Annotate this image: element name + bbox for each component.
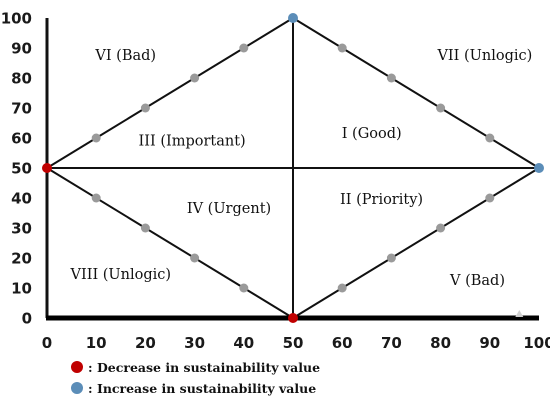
diamond-lower-left-line [46,167,294,319]
y-tick-label: 20 [11,250,32,268]
legend-label: : Decrease in sustainability value [88,360,320,375]
x-tick-label: 90 [479,334,500,352]
x-tick-label: 70 [381,334,402,352]
gray-point [337,283,347,293]
region-label: VI (Bad) [94,48,156,64]
y-tick-label: 0 [22,310,32,328]
gray-point [337,43,347,53]
gray-point [485,193,495,203]
gray-point [386,73,396,83]
region-label: IV (Urgent) [187,201,271,217]
region-label: I (Good) [342,126,402,142]
decrease-point [288,313,298,323]
diamond-lines [46,17,540,319]
tick-labels: 0 10 20 30 40 50 60 70 80 90 100 0 10 20 30 40 50 60 70 80 9… [1,10,550,353]
x-tick-label: 100 [523,334,550,352]
gray-point [239,43,249,53]
x-tick-label: 30 [184,334,205,352]
gray-point [140,223,150,233]
region-label: VIII (Unlogic) [70,267,172,283]
diamond-lower-right-line [292,167,540,319]
x-tick-label: 60 [332,334,353,352]
legend-marker [71,382,83,394]
axis-arrow-marker [515,310,524,317]
legend-label: : Increase in sustainability value [88,381,316,396]
x-tick-label: 50 [283,334,304,352]
y-tick-label: 40 [11,190,32,208]
gray-point [436,103,446,113]
increase-point [288,13,298,23]
x-tick-label: 10 [86,334,107,352]
legend: : Decrease in sustainability value : Incr… [71,360,320,396]
y-tick-label: 90 [11,40,32,58]
y-tick-label: 10 [11,280,32,298]
gray-point [140,103,150,113]
region-label: II (Priority) [340,192,423,208]
decrease-point [42,163,52,173]
increase-point [534,163,544,173]
y-tick-label: 100 [1,10,32,28]
gray-point [91,193,101,203]
diamond-upper-left-line [46,17,294,169]
y-tick-label: 60 [11,130,32,148]
gray-point [91,133,101,143]
y-tick-label: 50 [11,160,32,178]
region-label: III (Important) [139,134,246,150]
region-label: VII (Unlogic) [436,48,532,64]
x-tick-label: 80 [430,334,451,352]
x-tick-label: 20 [135,334,156,352]
diamond-upper-right-line [292,17,540,169]
data-points [42,13,544,323]
gray-point [239,283,249,293]
region-label: V (Bad) [449,273,505,289]
x-tick-label: 40 [233,334,254,352]
region-labels: VI (Bad) VII (Unlogic) III (Important) I (G… [70,48,533,289]
y-tick-label: 80 [11,70,32,88]
gray-point [190,253,200,263]
gray-point [436,223,446,233]
x-tick-label: 0 [42,334,52,352]
y-tick-label: 30 [11,220,32,238]
legend-marker [71,361,83,373]
y-tick-label: 70 [11,100,32,118]
gray-point [190,73,200,83]
gray-point [386,253,396,263]
gray-point [485,133,495,143]
